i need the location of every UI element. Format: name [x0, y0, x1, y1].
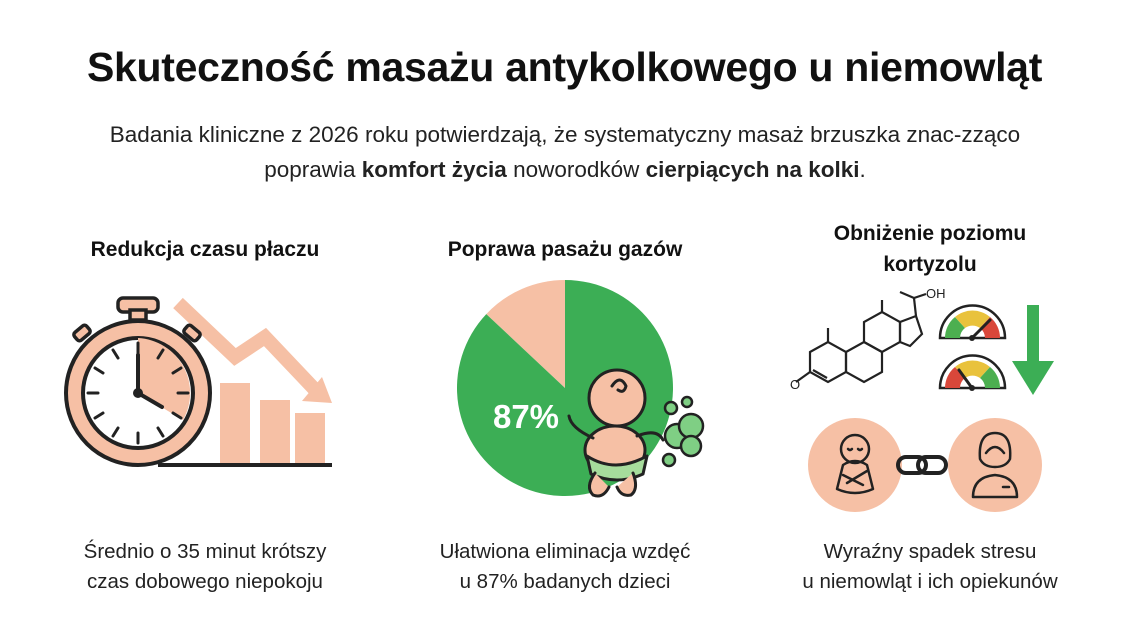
- baby-caregiver-icon: [808, 418, 1042, 512]
- subtitle-segment: poprawia: [264, 157, 362, 182]
- caregiver-icon: [971, 431, 1019, 499]
- subtitle-segment: Badania kliniczne z 2026 roku potwierdza…: [109, 122, 1021, 147]
- section-desc-line: czas dobowego niepokoju: [87, 570, 323, 593]
- baby-icon: [567, 368, 665, 498]
- page-title: Skuteczność masażu antykolkowego u niemo…: [86, 44, 1043, 90]
- section-desc-line: Średnio o 35 minut krótszy: [83, 540, 327, 563]
- subtitle-segment: komfort życia: [361, 157, 507, 182]
- molecule-ketone-label: O: [790, 377, 800, 392]
- gas-cloud-icon: [661, 395, 705, 468]
- subtitle-segment: noworodków: [506, 157, 646, 182]
- down-arrow-icon: [1012, 305, 1054, 395]
- baby-icon: [835, 433, 875, 495]
- section-title-line: Obniżenie poziomu: [833, 222, 1027, 245]
- link-icon: [896, 455, 948, 475]
- section-title-crying: Redukcja czasu płaczu: [90, 238, 320, 261]
- section-desc-line: Ułatwiona eliminacja wzdęć: [439, 540, 691, 563]
- section-desc-cortisol: Wyraźny spadek stresu u niemowląt i ich …: [760, 537, 1100, 597]
- section-desc-line: Wyraźny spadek stresu: [823, 540, 1037, 563]
- cortisol-molecule-icon: O OH: [790, 286, 946, 392]
- section-title-line: kortyzolu: [883, 253, 977, 276]
- subtitle-segment: .: [859, 157, 866, 182]
- section-title-cortisol: Obniżenie poziomu kortyzolu: [760, 218, 1100, 280]
- molecule-label: OH: [926, 286, 946, 301]
- pie-slice-remainder: [486, 280, 565, 388]
- pie-chart: 87%: [457, 280, 705, 498]
- stopwatch-icon: [64, 296, 332, 467]
- subtitle-segment: cierpiących na kolki: [645, 157, 860, 182]
- section-desc-line: u 87% badanych dzieci: [459, 570, 671, 593]
- pie-value-label: 87%: [493, 398, 559, 435]
- section-title-gas: Poprawa pasażu gazów: [447, 238, 683, 261]
- section-desc-crying: Średnio o 35 minut krótszy czas dobowego…: [40, 537, 370, 597]
- gauge-icon: [938, 304, 1007, 391]
- declining-bar-chart-icon: [158, 297, 332, 467]
- page-subtitle: Badania kliniczne z 2026 roku potwierdza…: [90, 117, 1040, 187]
- section-desc-line: u niemowląt i ich opiekunów: [802, 570, 1058, 593]
- section-desc-gas: Ułatwiona eliminacja wzdęć u 87% badanyc…: [395, 537, 735, 597]
